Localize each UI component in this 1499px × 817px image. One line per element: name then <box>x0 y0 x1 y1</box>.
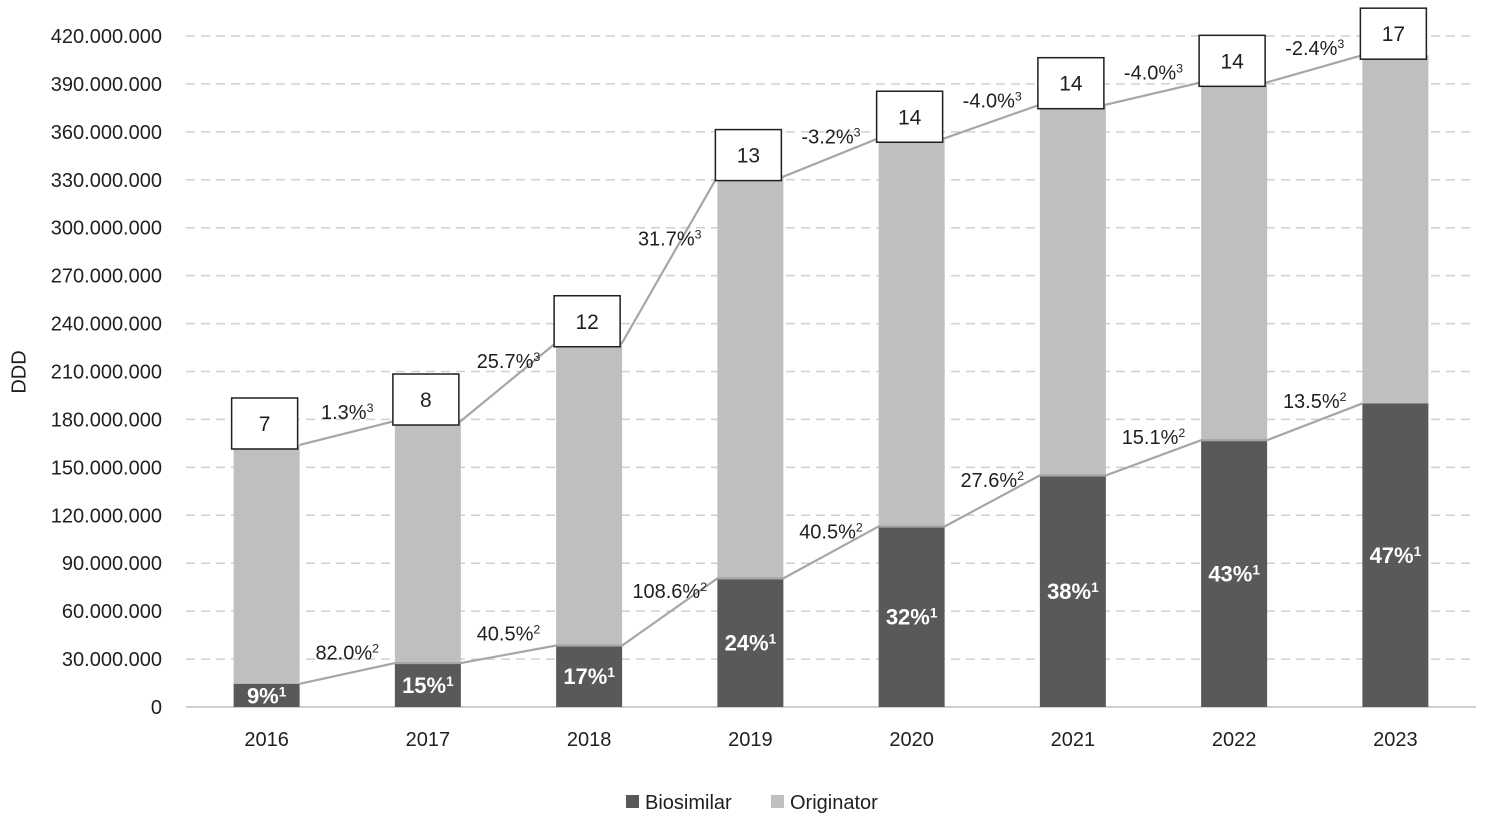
y-tick-label: 150.000.000 <box>51 457 162 479</box>
count-box-label: 14 <box>1220 50 1244 73</box>
biosimilar-growth-line <box>299 402 1363 685</box>
bar-originator <box>233 444 300 684</box>
legend: Biosimilar Originator <box>626 792 878 814</box>
count-box-label: 7 <box>259 413 271 436</box>
bar-biosimilar <box>1039 475 1106 707</box>
bar-originator <box>556 342 623 646</box>
y-tick-label: 360.000.000 <box>51 122 162 144</box>
total-growth-label: -2.4%3 <box>1285 37 1344 60</box>
y-tick-label: 300.000.000 <box>51 218 162 240</box>
x-tick-label: 2023 <box>1373 729 1418 751</box>
bar-biosimilar <box>1201 440 1268 707</box>
bar-biosimilar <box>717 578 784 707</box>
total-growth-label: 25.7%3 <box>477 350 541 373</box>
x-axis-ticks: 2016 2017 2018 2019 2020 2021 2022 2023 <box>244 729 1417 751</box>
count-box <box>875 90 944 143</box>
biosimilar-share-label: 24%1 <box>725 631 777 656</box>
bar-biosimilar <box>1362 403 1429 707</box>
y-tick-label: 0 <box>151 697 162 719</box>
count-box <box>1359 7 1428 60</box>
count-box <box>1037 56 1105 110</box>
y-tick-label: 180.000.000 <box>51 409 162 431</box>
count-box <box>1198 34 1266 88</box>
biosimilar-growth-label: 82.0%2 <box>315 641 379 664</box>
y-tick-label: 330.000.000 <box>51 170 162 192</box>
count-box <box>714 128 783 182</box>
y-tick-label: 210.000.000 <box>51 362 162 384</box>
y-tick-label: 390.000.000 <box>51 74 162 96</box>
bar-originator <box>1201 82 1268 441</box>
bar-originator <box>1039 104 1106 476</box>
count-box-label: 8 <box>420 389 432 412</box>
bar-originator <box>717 176 784 579</box>
total-growth-label: 31.7%3 <box>638 228 702 251</box>
y-tick-label: 90.000.000 <box>62 553 162 575</box>
count-box-label: 14 <box>1059 73 1083 96</box>
x-tick-label: 2021 <box>1051 729 1096 751</box>
biosimilar-share-label: 15%1 <box>402 673 454 698</box>
x-tick-label: 2022 <box>1212 729 1257 751</box>
bar-originator <box>394 421 461 664</box>
bar-biosimilar <box>233 683 300 707</box>
count-box <box>392 373 460 426</box>
total-growth-label: -4.0%3 <box>963 89 1022 112</box>
bar-biosimilar <box>878 526 945 707</box>
biosimilar-growth-label: 40.5%2 <box>799 520 863 543</box>
legend-swatch-originator <box>771 795 784 808</box>
x-tick-label: 2018 <box>567 729 612 751</box>
legend-label-originator: Originator <box>790 792 878 814</box>
x-tick-label: 2016 <box>244 729 289 751</box>
count-box-label: 17 <box>1382 23 1405 46</box>
bar-originator <box>1362 55 1429 404</box>
total-growth-label: 1.3%3 <box>321 401 374 424</box>
count-box-label: 12 <box>575 311 598 334</box>
biosimilar-share-label: 17%1 <box>563 664 615 689</box>
biosimilar-growth-label: 13.5%2 <box>1283 390 1347 413</box>
biosimilar-share-label: 32%1 <box>886 605 938 630</box>
biosimilar-growth-label: 15.1%2 <box>1122 426 1186 449</box>
count-box <box>553 294 621 348</box>
x-tick-label: 2020 <box>889 729 934 751</box>
y-tick-label: 120.000.000 <box>51 505 162 527</box>
data-labels: 9%1 7 15%1 8 17%1 12 24%1 13 32%1 14 38%1 14 43%1 14 4… <box>230 7 1428 708</box>
y-axis-title: DDD <box>8 350 30 393</box>
bar-biosimilar <box>394 663 461 707</box>
bars <box>233 55 1429 707</box>
bar-originator <box>878 138 945 527</box>
y-tick-label: 420.000.000 <box>51 26 162 48</box>
biosimilar-growth-label: 40.5%2 <box>477 622 541 645</box>
y-tick-label: 30.000.000 <box>62 649 162 671</box>
biosimilar-growth-label: 108.6%2 <box>632 580 707 603</box>
biosimilar-share-label: 47%1 <box>1370 543 1422 568</box>
count-box <box>230 397 299 450</box>
legend-swatch-biosimilar <box>626 795 639 808</box>
y-tick-label: 60.000.000 <box>62 601 162 623</box>
legend-label-biosimilar: Biosimilar <box>645 792 732 814</box>
total-growth-line <box>299 54 1363 447</box>
total-growth-label: -3.2%3 <box>801 125 860 148</box>
biosimilar-share-label: 9%1 <box>247 683 287 708</box>
biosimilar-growth-label: 27.6%2 <box>960 469 1024 492</box>
biosimilar-share-label: 38%1 <box>1047 579 1099 604</box>
count-box-label: 14 <box>898 106 922 129</box>
count-box-label: 13 <box>737 145 760 168</box>
y-axis-ticks: 0 30.000.000 60.000.000 90.000.000 120.000.0… <box>51 26 162 719</box>
y-tick-label: 240.000.000 <box>51 314 162 336</box>
connector-lines <box>299 54 1363 685</box>
x-tick-label: 2019 <box>728 729 773 751</box>
x-tick-label: 2017 <box>406 729 451 751</box>
y-tick-label: 270.000.000 <box>51 266 162 288</box>
total-growth-label: -4.0%3 <box>1124 62 1183 85</box>
bar-biosimilar <box>556 645 623 707</box>
biosimilar-share-label: 43%1 <box>1208 562 1260 587</box>
